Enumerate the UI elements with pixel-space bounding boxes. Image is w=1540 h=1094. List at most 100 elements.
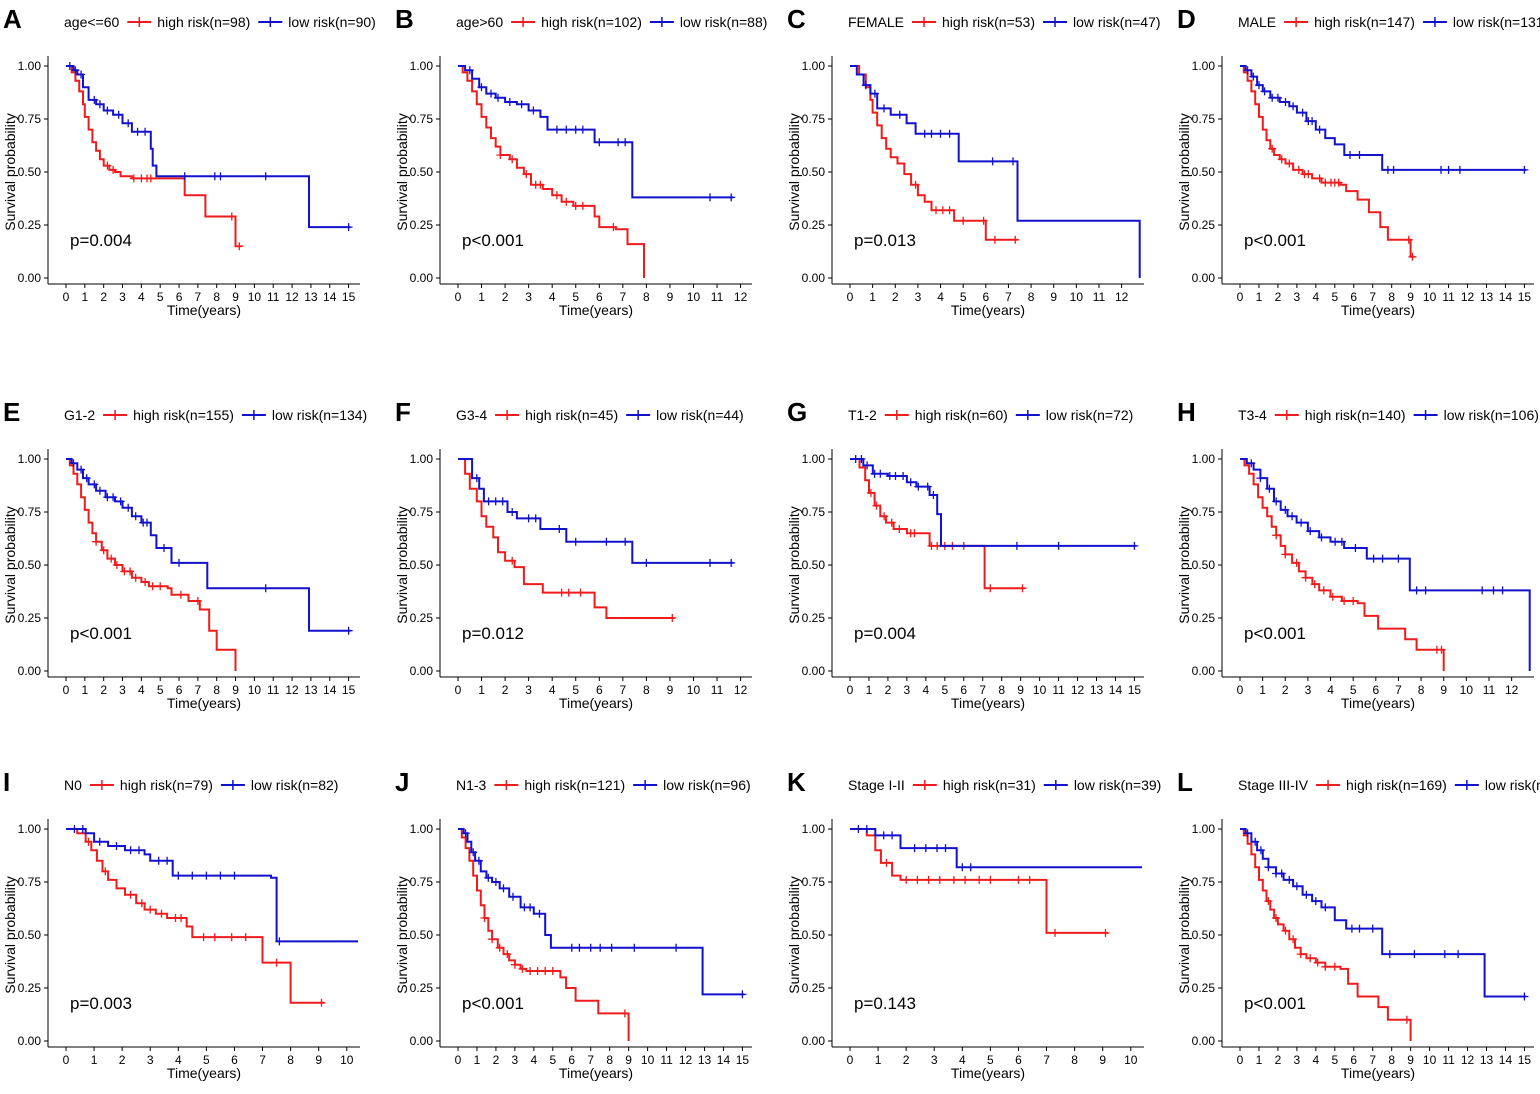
legend-low-label: low risk(n=139) bbox=[1485, 777, 1540, 793]
low-risk-censor-mark bbox=[614, 138, 623, 147]
panel-letter: I bbox=[3, 767, 10, 797]
low-risk-censor-mark bbox=[562, 125, 571, 134]
low-risk-censor-mark bbox=[116, 497, 125, 506]
low-risk-censor-mark bbox=[1454, 950, 1463, 959]
high-risk-censor-mark bbox=[1349, 597, 1358, 605]
x-tick-label: 8 bbox=[1071, 1053, 1078, 1067]
y-tick-label: 0.25 bbox=[802, 218, 826, 232]
high-risk-censor-mark bbox=[227, 212, 236, 221]
p-value-label: p<0.001 bbox=[462, 994, 524, 1013]
panel-letter: G bbox=[787, 397, 807, 427]
low-risk-censor-mark bbox=[1012, 541, 1021, 550]
panel-f: F G3-4 high risk(n=45) low risk(n=44) 0.00 0.… bbox=[394, 397, 752, 711]
y-tick-label: 0.75 bbox=[410, 112, 434, 126]
y-tick-label: 0.25 bbox=[802, 611, 826, 625]
low-risk-censor-mark bbox=[77, 70, 86, 79]
high-risk-censor-mark bbox=[1437, 645, 1446, 654]
x-tick-label: 10 bbox=[1423, 1053, 1437, 1067]
high-risk-censor-mark bbox=[518, 964, 527, 973]
x-axis-title: Time(years) bbox=[559, 302, 633, 318]
low-risk-censor-mark bbox=[1355, 151, 1364, 159]
x-tick-label: 8 bbox=[998, 683, 1005, 697]
legend-high-label: high risk(n=147) bbox=[1314, 14, 1415, 30]
low-risk-censor-mark bbox=[82, 474, 91, 483]
x-tick-label: 5 bbox=[1331, 1053, 1338, 1067]
legend-high-marker bbox=[1291, 17, 1302, 27]
low-risk-censor-mark bbox=[1243, 829, 1252, 838]
x-tick-label: 13 bbox=[1480, 1053, 1494, 1067]
x-tick-label: 8 bbox=[213, 683, 220, 697]
high-risk-censor-mark bbox=[193, 597, 202, 605]
x-tick-label: 1 bbox=[474, 1053, 481, 1067]
y-tick-label: 0.75 bbox=[1192, 875, 1216, 889]
x-tick-label: 12 bbox=[285, 290, 299, 304]
low-risk-censor-mark bbox=[174, 871, 183, 880]
legend-low-label: low risk(n=44) bbox=[656, 407, 744, 423]
panel-h: H T3-4 high risk(n=140) low risk(n=106) 0.00… bbox=[1176, 397, 1539, 711]
low-risk-censor-mark bbox=[910, 844, 919, 853]
legend-low-label: low risk(n=88) bbox=[680, 14, 768, 30]
x-axis-title: Time(years) bbox=[1341, 1065, 1415, 1081]
legend-high-marker bbox=[502, 410, 513, 420]
y-tick-label: 0.50 bbox=[802, 165, 826, 179]
x-tick-label: 0 bbox=[1237, 290, 1244, 304]
low-risk-censor-mark bbox=[1385, 950, 1394, 959]
high-risk-censor-mark bbox=[92, 537, 101, 546]
x-tick-label: 1 bbox=[869, 290, 876, 304]
x-tick-label: 6 bbox=[982, 290, 989, 304]
x-tick-label: 8 bbox=[213, 290, 220, 304]
low-risk-censor-mark bbox=[1298, 108, 1307, 117]
low-risk-censor-mark bbox=[1394, 554, 1403, 563]
y-tick-label: 0.50 bbox=[410, 165, 434, 179]
low-risk-censor-mark bbox=[461, 829, 470, 838]
legend-group-label: N1-3 bbox=[456, 777, 487, 793]
low-risk-censor-mark bbox=[491, 878, 500, 886]
y-tick-label: 0.50 bbox=[18, 928, 42, 942]
legend-low-marker bbox=[1461, 780, 1472, 790]
x-tick-label: 10 bbox=[687, 290, 701, 304]
low-risk-censor-mark bbox=[857, 455, 866, 463]
low-risk-censor-mark bbox=[1288, 512, 1297, 521]
x-tick-label: 8 bbox=[1418, 683, 1425, 697]
x-tick-label: 0 bbox=[1237, 1053, 1244, 1067]
x-tick-label: 10 bbox=[641, 1053, 655, 1067]
legend-high-label: high risk(n=60) bbox=[915, 407, 1008, 423]
low-risk-censor-mark bbox=[1264, 863, 1273, 872]
x-tick-label: 6 bbox=[568, 1053, 575, 1067]
low-risk-censor-mark bbox=[494, 93, 502, 102]
low-risk-censor-mark bbox=[738, 990, 747, 999]
high-risk-censor-mark bbox=[1018, 584, 1027, 593]
high-risk-censor-mark bbox=[495, 943, 504, 952]
x-tick-label: 14 bbox=[1109, 683, 1123, 697]
high-risk-censor-mark bbox=[129, 174, 138, 183]
low-risk-censor-mark bbox=[344, 223, 353, 232]
x-tick-label: 5 bbox=[572, 683, 579, 697]
high-risk-censor-mark bbox=[1304, 170, 1313, 179]
high-risk-censor-mark bbox=[533, 967, 542, 975]
low-risk-censor-mark bbox=[65, 62, 74, 70]
x-tick-label: 3 bbox=[512, 1053, 519, 1067]
low-risk-censor-mark bbox=[555, 525, 564, 533]
low-risk-censor-mark bbox=[571, 537, 580, 546]
high-risk-censor-mark bbox=[508, 556, 517, 565]
low-risk-censor-mark bbox=[876, 469, 885, 478]
x-tick-label: 6 bbox=[596, 290, 603, 304]
x-tick-label: 6 bbox=[176, 683, 183, 697]
x-tick-label: 8 bbox=[643, 683, 650, 697]
panel-letter: L bbox=[1177, 767, 1193, 797]
x-tick-label: 11 bbox=[1442, 1053, 1455, 1067]
high-risk-curve bbox=[66, 828, 325, 1004]
low-risk-censor-mark bbox=[474, 856, 483, 865]
y-tick-label: 1.00 bbox=[1192, 822, 1216, 836]
x-tick-label: 5 bbox=[572, 290, 579, 304]
high-risk-censor-mark bbox=[668, 614, 677, 622]
x-tick-label: 10 bbox=[1033, 683, 1047, 697]
x-tick-label: 8 bbox=[606, 1053, 613, 1067]
high-risk-censor-mark bbox=[1292, 558, 1301, 567]
high-risk-censor-mark bbox=[1051, 928, 1059, 937]
high-risk-censor-mark bbox=[1264, 897, 1273, 906]
low-risk-censor-mark bbox=[1255, 81, 1263, 90]
low-risk-censor-mark bbox=[706, 558, 714, 567]
y-tick-label: 0.75 bbox=[18, 505, 42, 519]
low-risk-censor-mark bbox=[1292, 882, 1301, 891]
